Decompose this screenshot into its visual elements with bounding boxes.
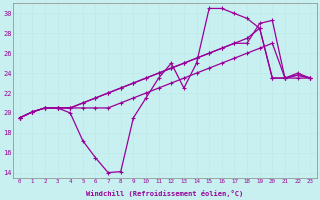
X-axis label: Windchill (Refroidissement éolien,°C): Windchill (Refroidissement éolien,°C) <box>86 190 244 197</box>
